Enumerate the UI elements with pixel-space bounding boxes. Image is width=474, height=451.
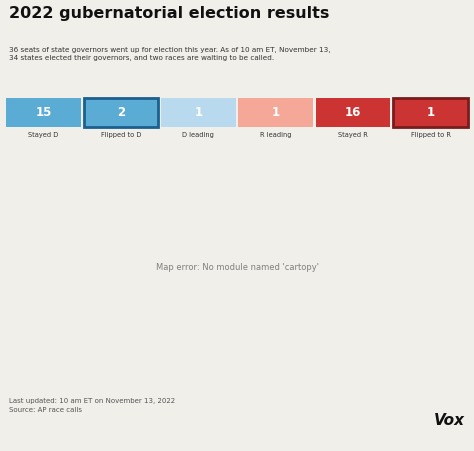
Text: 1: 1 xyxy=(272,106,280,119)
Text: D leading: D leading xyxy=(182,132,214,138)
Text: 2: 2 xyxy=(117,106,125,119)
Text: 2022 gubernatorial election results: 2022 gubernatorial election results xyxy=(9,6,330,21)
FancyBboxPatch shape xyxy=(238,98,313,127)
FancyBboxPatch shape xyxy=(83,98,158,127)
Text: Vox: Vox xyxy=(434,413,465,428)
FancyBboxPatch shape xyxy=(161,98,236,127)
FancyBboxPatch shape xyxy=(6,98,81,127)
Text: 1: 1 xyxy=(194,106,202,119)
Text: 36 seats of state governors went up for election this year. As of 10 am ET, Nove: 36 seats of state governors went up for … xyxy=(9,46,331,61)
Text: Stayed D: Stayed D xyxy=(28,132,59,138)
Text: 16: 16 xyxy=(345,106,361,119)
Text: Last updated: 10 am ET on November 13, 2022
Source: AP race calls: Last updated: 10 am ET on November 13, 2… xyxy=(9,398,175,413)
Text: R leading: R leading xyxy=(260,132,292,138)
FancyBboxPatch shape xyxy=(393,98,468,127)
Text: Stayed R: Stayed R xyxy=(338,132,368,138)
Text: 1: 1 xyxy=(427,106,435,119)
Text: Map error: No module named 'cartopy': Map error: No module named 'cartopy' xyxy=(155,263,319,272)
Text: Flipped to R: Flipped to R xyxy=(410,132,451,138)
FancyBboxPatch shape xyxy=(316,98,391,127)
Text: 15: 15 xyxy=(35,106,52,119)
Text: Flipped to D: Flipped to D xyxy=(100,132,141,138)
